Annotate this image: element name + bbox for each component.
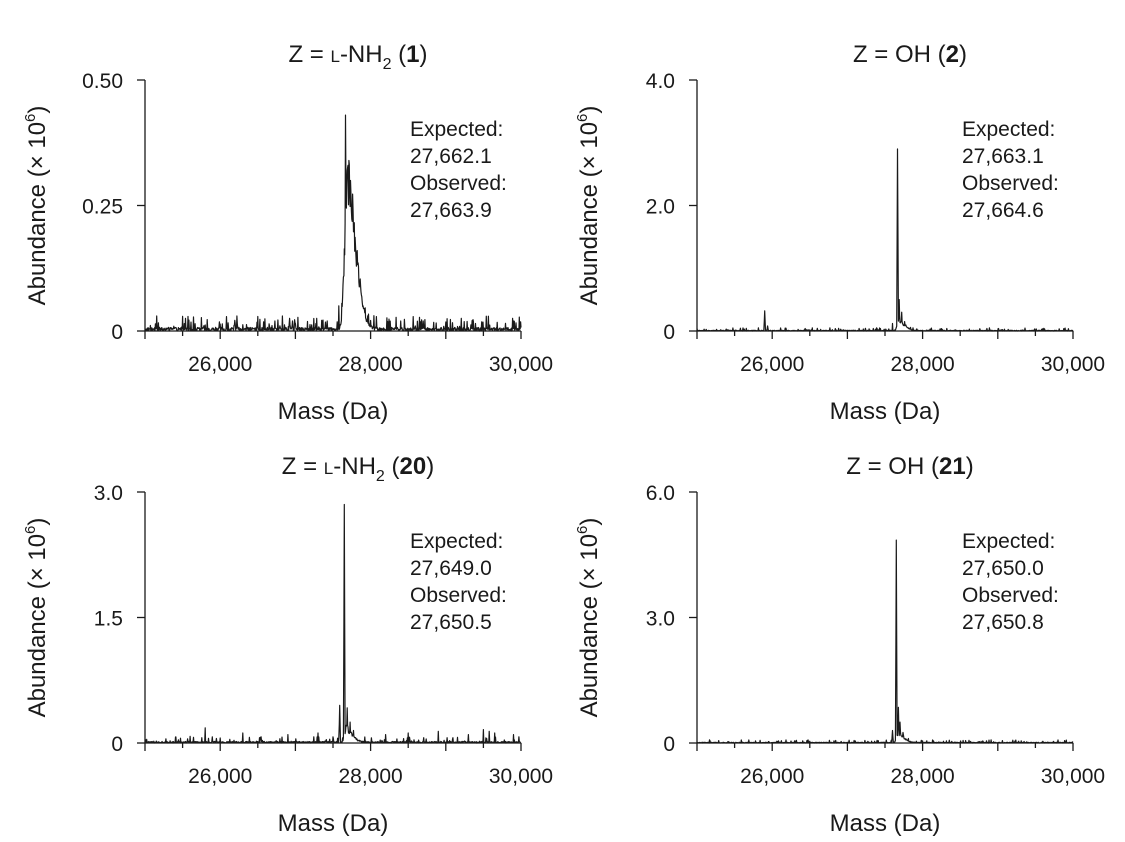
x-tick-label: 30,000 — [489, 353, 553, 376]
x-tick-label: 28,000 — [338, 353, 402, 376]
annotation-line: 27,664.6 — [962, 199, 1044, 222]
annotation-line: Expected: — [410, 118, 503, 141]
y-tick-label: 0 — [111, 321, 123, 344]
x-axis-label: Mass (Da) — [278, 810, 389, 837]
x-tick-label: 30,000 — [1041, 353, 1105, 376]
annotation-line: Observed: — [410, 172, 507, 195]
panel-title: Z = OH (2) — [853, 41, 967, 68]
x-axis-label: Mass (Da) — [830, 398, 941, 425]
annotation-line: Observed: — [410, 584, 507, 607]
annotation-line: Expected: — [962, 530, 1055, 553]
y-tick-label: 3.0 — [646, 608, 675, 631]
y-axis-label: Abundance (× 106) — [22, 518, 51, 718]
x-tick-label: 26,000 — [188, 765, 252, 788]
x-tick-label: 26,000 — [740, 765, 804, 788]
x-tick-label: 30,000 — [489, 765, 553, 788]
annotation-line: Expected: — [962, 118, 1055, 141]
annotation-line: 27,663.9 — [410, 199, 492, 222]
annotation-line: 27,650.8 — [962, 611, 1044, 634]
x-tick-label: 26,000 — [188, 353, 252, 376]
y-axis-label: Abundance (× 106) — [22, 106, 51, 306]
annotation-line: 27,650.5 — [410, 611, 492, 634]
x-tick-label: 26,000 — [740, 353, 804, 376]
spectrum-panel-3: 26,000 28,000 30,000 0 1.5 3.0 Mass (Da) Abunda… — [22, 453, 553, 837]
y-axis-label: Abundance (× 106) — [574, 106, 603, 306]
y-tick-label: 6.0 — [646, 482, 675, 505]
panel-title: Z = OH (21) — [846, 453, 973, 480]
annotation-line: Observed: — [962, 584, 1059, 607]
y-tick-label: 2.0 — [646, 196, 675, 219]
annotation-line: 27,662.1 — [410, 145, 492, 168]
y-tick-label: 0.25 — [82, 196, 123, 219]
x-tick-label: 28,000 — [890, 765, 954, 788]
annotation-line: 27,650.0 — [962, 557, 1044, 580]
y-tick-label: 0.50 — [82, 70, 123, 93]
y-tick-label: 0 — [663, 733, 675, 756]
spectrum-trace — [144, 503, 522, 744]
spectrum-panel-1: 26,000 28,000 30,000 0 0.25 0.50 Mass (Da) Abun… — [22, 41, 553, 425]
x-axis-label: Mass (Da) — [278, 398, 389, 425]
spectrum-trace — [696, 539, 1074, 744]
panel-title: Z = L-NH2 (20) — [282, 453, 434, 485]
x-tick-label: 28,000 — [890, 353, 954, 376]
annotation-line: 27,649.0 — [410, 557, 492, 580]
annotation-line: Expected: — [410, 530, 503, 553]
y-tick-label: 1.5 — [94, 608, 123, 631]
spectrum-panel-2: 26,000 28,000 30,000 0 2.0 4.0 Mass (Da) Abunda… — [574, 41, 1105, 425]
spectrum-trace — [144, 114, 522, 332]
y-axis-label: Abundance (× 106) — [574, 518, 603, 718]
y-tick-label: 0 — [663, 321, 675, 344]
x-tick-label: 30,000 — [1041, 765, 1105, 788]
y-tick-label: 3.0 — [94, 482, 123, 505]
annotation-line: Observed: — [962, 172, 1059, 195]
spectrum-panel-4: 26,000 28,000 30,000 0 3.0 6.0 Mass (Da) Abunda… — [574, 453, 1105, 837]
x-tick-label: 28,000 — [338, 765, 402, 788]
y-tick-label: 4.0 — [646, 70, 675, 93]
panel-title: Z = L-NH2 (1) — [288, 41, 427, 73]
annotation-line: 27,663.1 — [962, 145, 1044, 168]
y-tick-label: 0 — [111, 733, 123, 756]
x-axis-label: Mass (Da) — [830, 810, 941, 837]
spectrum-trace — [696, 148, 1074, 332]
